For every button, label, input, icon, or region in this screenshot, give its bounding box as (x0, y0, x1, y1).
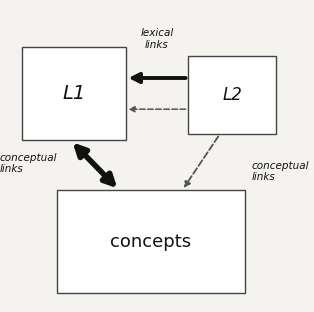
Bar (57, 190, 245, 293)
Bar (188, 56, 276, 134)
Text: conceptual
links: conceptual links (0, 153, 57, 174)
Text: conceptual
links: conceptual links (251, 161, 309, 183)
Text: concepts: concepts (110, 233, 191, 251)
Text: L2: L2 (222, 86, 242, 104)
Text: L1: L1 (62, 84, 85, 103)
Bar (22, 47, 126, 140)
Text: lexical
links: lexical links (140, 28, 174, 50)
